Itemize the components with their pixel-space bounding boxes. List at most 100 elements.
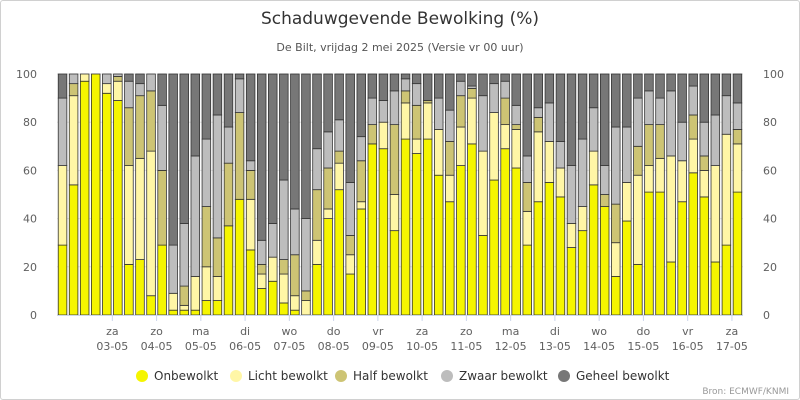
bar-segment-onbewolkt	[721, 244, 732, 316]
legend-marker-icon	[441, 370, 453, 382]
bar-segment-licht-bewolkt	[345, 254, 355, 275]
bar-segment-geheel-bewolkt	[57, 73, 68, 99]
x-tick-day: di	[240, 325, 250, 338]
legend[interactable]: Onbewolkt Licht bewolkt Half bewolkt Zwaar …	[136, 369, 670, 383]
y-tick-label: 100	[16, 68, 37, 81]
bar-segment-geheel-bewolkt	[345, 73, 355, 183]
bar-segment-geheel-bewolkt	[268, 73, 278, 224]
bar-segment-geheel-bewolkt	[677, 73, 687, 123]
legend-label: Geheel bewolkt	[576, 369, 670, 383]
bar-segment-onbewolkt	[599, 206, 610, 316]
bar-segment-licht-bewolkt	[622, 182, 632, 222]
bar-segment-half-bewolkt	[124, 107, 134, 166]
bar-segment-geheel-bewolkt	[389, 73, 400, 92]
chart-subtitle: De Bilt, vrijdag 2 mei 2025 (Versie vr 0…	[276, 41, 523, 54]
bar-segment-licht-bewolkt	[500, 124, 510, 150]
bar-segment-zwaar-bewolkt	[710, 114, 721, 166]
bar-segment-zwaar-bewolkt	[367, 97, 378, 126]
bar-segment-geheel-bewolkt	[456, 73, 466, 82]
bar-segment-geheel-bewolkt	[489, 73, 499, 85]
bar-segment-geheel-bewolkt	[234, 73, 245, 80]
bar-segment-half-bewolkt	[301, 290, 311, 301]
bar-segment-geheel-bewolkt	[279, 73, 289, 181]
bar-segment-zwaar-bewolkt	[478, 95, 488, 152]
bar-segment-onbewolkt	[168, 309, 178, 316]
bar-segment-licht-bewolkt	[522, 210, 532, 246]
bar-segment-zwaar-bewolkt	[434, 97, 444, 130]
bar-segment-half-bewolkt	[367, 124, 378, 145]
bar-segment-geheel-bewolkt	[367, 73, 378, 99]
legend-label: Onbewolkt	[154, 369, 218, 383]
legend-item-zwaar-bewolkt[interactable]: Zwaar bewolkt	[441, 369, 548, 383]
bar-segment-half-bewolkt	[157, 169, 167, 246]
bar-segment-onbewolkt	[555, 196, 566, 316]
bar-segment-geheel-bewolkt	[732, 73, 743, 104]
bar-segment-zwaar-bewolkt	[190, 155, 201, 277]
legend-marker-icon	[558, 370, 570, 382]
bar-segment-licht-bewolkt	[168, 292, 178, 311]
x-tick-date: 10-05	[406, 340, 438, 353]
bar-segment-licht-bewolkt	[79, 73, 90, 82]
bar-segment-zwaar-bewolkt	[301, 218, 311, 292]
bar-segment-zwaar-bewolkt	[157, 104, 167, 171]
bar-segment-zwaar-bewolkt	[555, 141, 566, 169]
y-tick-label-right: 0	[763, 309, 770, 322]
x-tick-date: 04-05	[141, 340, 173, 353]
bar-segment-zwaar-bewolkt	[566, 165, 577, 224]
bar-segment-geheel-bewolkt	[190, 73, 201, 157]
bar-segment-geheel-bewolkt	[124, 73, 134, 82]
y-tick-label-right: 40	[763, 213, 777, 226]
bar-segment-licht-bewolkt	[279, 273, 289, 304]
y-tick-label: 80	[23, 116, 37, 129]
x-tick-day: wo	[591, 325, 607, 338]
bar-segment-licht-bewolkt	[102, 83, 112, 94]
bar-segment-onbewolkt	[544, 182, 555, 316]
bar-segment-licht-bewolkt	[378, 121, 389, 150]
bar-segment-zwaar-bewolkt	[356, 136, 366, 162]
bar-segment-half-bewolkt	[456, 95, 466, 128]
bar-segment-geheel-bewolkt	[644, 73, 654, 92]
bar-segment-licht-bewolkt	[721, 133, 732, 246]
bar-segment-geheel-bewolkt	[201, 73, 212, 140]
bar-segment-onbewolkt	[633, 263, 643, 316]
bar-segment-onbewolkt	[666, 261, 676, 316]
bar-segment-geheel-bewolkt	[555, 73, 566, 142]
bar-segment-licht-bewolkt	[334, 162, 344, 191]
bar-segment-zwaar-bewolkt	[732, 102, 743, 130]
bar-segment-onbewolkt	[411, 153, 422, 316]
x-tick-date: 16-05	[672, 340, 704, 353]
legend-item-onbewolkt[interactable]: Onbewolkt	[136, 369, 218, 383]
legend-marker-icon	[335, 370, 347, 382]
bar-segment-onbewolkt	[445, 201, 455, 316]
legend-item-half-bewolkt[interactable]: Half bewolkt	[335, 369, 428, 383]
bar-segment-geheel-bewolkt	[688, 73, 698, 87]
bar-segment-half-bewolkt	[522, 182, 532, 212]
credit-text: Bron: ECMWF/KNMI	[702, 387, 789, 397]
bar-segment-half-bewolkt	[212, 237, 223, 277]
bar-segment-half-bewolkt	[467, 88, 477, 99]
x-tick-day: ma	[192, 325, 209, 338]
bar-segment-geheel-bewolkt	[566, 73, 577, 166]
bar-segment-licht-bewolkt	[666, 155, 676, 263]
bar-segment-zwaar-bewolkt	[323, 131, 333, 169]
bar-segment-onbewolkt	[345, 273, 355, 316]
bar-segment-geheel-bewolkt	[323, 73, 333, 133]
bar-segment-licht-bewolkt	[489, 112, 499, 181]
y-tick-label: 20	[23, 261, 37, 274]
x-tick-date: 03-05	[96, 340, 128, 353]
legend-item-geheel-bewolkt[interactable]: Geheel bewolkt	[558, 369, 670, 383]
bar-segment-geheel-bewolkt	[135, 73, 145, 85]
bar-segment-onbewolkt	[91, 73, 101, 316]
x-tick-day: zo	[150, 325, 163, 338]
bar-segment-onbewolkt	[511, 167, 521, 316]
bar-segment-licht-bewolkt	[611, 242, 621, 277]
bar-segment-half-bewolkt	[256, 263, 267, 275]
bar-segment-licht-bewolkt	[544, 141, 555, 183]
bar-segment-geheel-bewolkt	[544, 73, 555, 104]
x-tick-date: 05-05	[185, 340, 217, 353]
legend-item-licht-bewolkt[interactable]: Licht bewolkt	[230, 369, 328, 383]
y-tick-label: 40	[23, 213, 37, 226]
bar-segment-geheel-bewolkt	[522, 73, 532, 157]
x-tick-day: za	[106, 325, 119, 338]
